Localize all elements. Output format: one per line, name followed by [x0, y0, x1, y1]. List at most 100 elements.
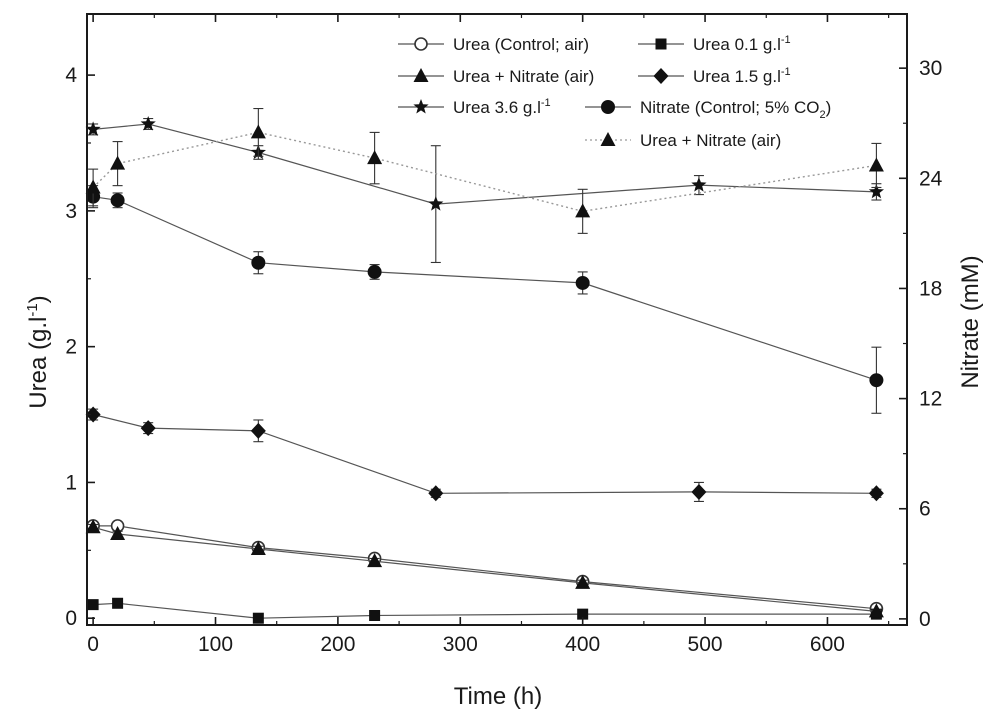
- y2-tick-label: 18: [919, 277, 942, 300]
- data-point: [110, 193, 125, 208]
- legend-item: Urea 3.6 g.l-1: [398, 97, 551, 117]
- x-tick-label: 400: [565, 633, 600, 656]
- series-3: [85, 406, 884, 502]
- series-line: [92, 526, 877, 612]
- data-point: [575, 574, 591, 589]
- y2-tick-label: 12: [919, 388, 942, 411]
- legend-item: Urea + Nitrate (air): [398, 67, 594, 86]
- data-point: [575, 275, 590, 290]
- legend-label-sub: 2: [820, 109, 826, 121]
- data-point: [112, 597, 124, 609]
- legend-label: Urea 1.5 g.l-1: [693, 66, 791, 86]
- data-point: [85, 519, 101, 534]
- y2-tick-label: 24: [919, 167, 943, 190]
- y-tick-label: 3: [65, 200, 77, 223]
- y2-tick-label: 0: [919, 608, 931, 631]
- y-tick-label: 0: [65, 607, 77, 630]
- data-point: [85, 406, 101, 423]
- legend-item: Urea 0.1 g.l-1: [638, 34, 791, 54]
- legend-label-sup: -1: [541, 97, 551, 109]
- data-point: [250, 422, 266, 439]
- legend-marker: [653, 68, 669, 84]
- data-point: [250, 540, 266, 555]
- legend-marker: [414, 37, 428, 51]
- series-group: [85, 107, 884, 624]
- x-tick-label: 200: [320, 633, 355, 656]
- data-point: [110, 526, 126, 541]
- y-axis-title-end: ): [25, 295, 52, 303]
- legend-label-end: ): [826, 98, 832, 117]
- data-point: [868, 603, 884, 618]
- series-4: [85, 116, 884, 264]
- plot-frame: [86, 13, 908, 626]
- series-line: [93, 123, 877, 205]
- data-point: [87, 599, 99, 611]
- legend-label-text: Urea 0.1 g.l: [693, 35, 781, 54]
- legend-marker: [601, 100, 615, 114]
- legend-label: Nitrate (Control; 5% CO2): [640, 98, 831, 121]
- y-axis-title: Urea (g.l-1): [24, 295, 52, 408]
- series-line: [93, 602, 877, 619]
- legend-marker: [413, 68, 429, 82]
- x-tick-label: 600: [810, 633, 845, 656]
- series-2: [85, 519, 884, 618]
- series-6: [85, 107, 884, 234]
- data-point: [428, 196, 444, 211]
- data-point: [868, 485, 884, 502]
- legend-label-sup: -1: [781, 34, 791, 46]
- legend-label-text: Urea 3.6 g.l: [453, 98, 541, 117]
- data-point: [140, 116, 156, 131]
- legend-label-sup: -1: [781, 66, 791, 78]
- legend-label-text: Nitrate (Control; 5% CO: [640, 98, 820, 117]
- data-point: [250, 124, 266, 139]
- y-tick-label: 1: [65, 471, 77, 494]
- data-point: [868, 157, 884, 172]
- x-tick-label: 100: [198, 633, 233, 656]
- series-5: [86, 185, 884, 414]
- legend-item: Urea (Control; air): [398, 35, 589, 54]
- series-line: [92, 131, 877, 213]
- data-point: [252, 612, 264, 624]
- legend-label: Urea (Control; air): [453, 35, 589, 54]
- legend-marker: [413, 99, 429, 114]
- legend-label: Urea 3.6 g.l-1: [453, 97, 551, 117]
- y-tick-label: 4: [65, 64, 77, 87]
- legend-marker: [600, 132, 616, 146]
- data-point: [428, 485, 444, 502]
- x-tick-label: 500: [688, 633, 723, 656]
- legend-marker: [655, 38, 667, 50]
- data-point: [85, 179, 101, 194]
- y-tick-label: 2: [65, 336, 77, 359]
- legend-label: Urea + Nitrate (air): [640, 131, 781, 150]
- legend-label-text: Urea (Control; air): [453, 35, 589, 54]
- data-point: [691, 483, 707, 500]
- legend-label-text: Urea + Nitrate (air): [453, 67, 594, 86]
- data-point: [140, 420, 156, 437]
- y2-tick-label: 30: [919, 57, 942, 80]
- data-point: [367, 553, 383, 568]
- data-point: [369, 609, 381, 621]
- legend-item: Urea + Nitrate (air): [585, 131, 781, 150]
- y2-tick-label: 6: [919, 498, 931, 521]
- data-point: [869, 373, 884, 388]
- data-point: [110, 155, 126, 170]
- data-point: [691, 177, 707, 192]
- legend-item: Nitrate (Control; 5% CO2): [585, 98, 831, 121]
- y-axis-title-main: Urea (g.l: [25, 317, 52, 409]
- y2-axis-title: Nitrate (mM): [957, 255, 984, 388]
- data-point: [868, 183, 884, 199]
- legend-label-text: Urea + Nitrate (air): [640, 131, 781, 150]
- series-line: [92, 413, 877, 494]
- x-tick-label: 300: [443, 633, 478, 656]
- data-point: [575, 203, 591, 218]
- legend-item: Urea 1.5 g.l-1: [638, 66, 791, 86]
- legend-label: Urea + Nitrate (air): [453, 67, 594, 86]
- y-axis-title-sup: -1: [24, 303, 41, 316]
- legend-label-text: Urea 1.5 g.l: [693, 67, 781, 86]
- x-axis-title: Time (h): [454, 683, 542, 710]
- series-1: [87, 597, 882, 624]
- legend-label: Urea 0.1 g.l-1: [693, 34, 791, 54]
